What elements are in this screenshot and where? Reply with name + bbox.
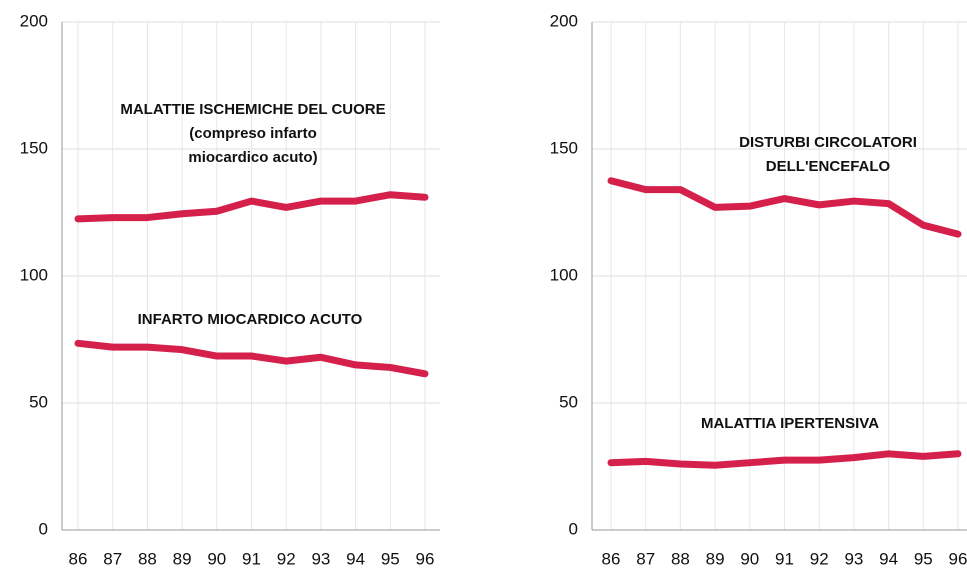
series-line [607, 450, 962, 469]
x-tick-label: 89 [173, 549, 192, 568]
x-tick-label: 88 [671, 549, 690, 568]
series-label: MALATTIE ISCHEMICHE DEL CUORE [120, 101, 385, 118]
x-tick-label: 87 [636, 549, 655, 568]
y-tick-label: 0 [569, 519, 578, 538]
y-tick-label: 100 [20, 265, 48, 284]
x-tick-label: 95 [914, 549, 933, 568]
series-label: INFARTO MIOCARDICO ACUTO [138, 311, 363, 328]
x-tick-label: 93 [311, 549, 330, 568]
y-tick-label: 0 [39, 519, 48, 538]
series-line [74, 339, 429, 378]
y-tick-label: 50 [559, 392, 578, 411]
x-tick-label: 87 [103, 549, 122, 568]
x-tick-label: 89 [706, 549, 725, 568]
x-tick-label: 90 [740, 549, 759, 568]
x-tick-label: 88 [138, 549, 157, 568]
y-tick-label: 50 [29, 392, 48, 411]
x-tick-label: 91 [775, 549, 794, 568]
series-label: DISTURBI CIRCOLATORI [739, 134, 917, 151]
x-tick-label: 93 [844, 549, 863, 568]
x-tick-label: 96 [949, 549, 967, 568]
y-tick-label: 200 [20, 11, 48, 30]
x-tick-label: 94 [879, 549, 898, 568]
x-tick-label: 92 [277, 549, 296, 568]
x-tick-label: 90 [207, 549, 226, 568]
x-tick-label: 86 [69, 549, 88, 568]
series-label: DELL'ENCEFALO [766, 158, 891, 175]
series-label: (compreso infarto [189, 125, 317, 142]
x-tick-label: 96 [416, 549, 435, 568]
x-tick-label: 92 [810, 549, 829, 568]
series-label: miocardico acuto) [188, 149, 317, 166]
series-line [607, 177, 962, 238]
y-tick-label: 200 [550, 11, 578, 30]
series-line [74, 191, 429, 223]
y-tick-label: 150 [20, 138, 48, 157]
x-tick-label: 91 [242, 549, 261, 568]
y-tick-label: 150 [550, 138, 578, 157]
x-tick-label: 94 [346, 549, 365, 568]
series-label: MALATTIA IPERTENSIVA [701, 415, 879, 432]
x-tick-label: 95 [381, 549, 400, 568]
x-tick-label: 86 [602, 549, 621, 568]
y-tick-label: 100 [550, 265, 578, 284]
